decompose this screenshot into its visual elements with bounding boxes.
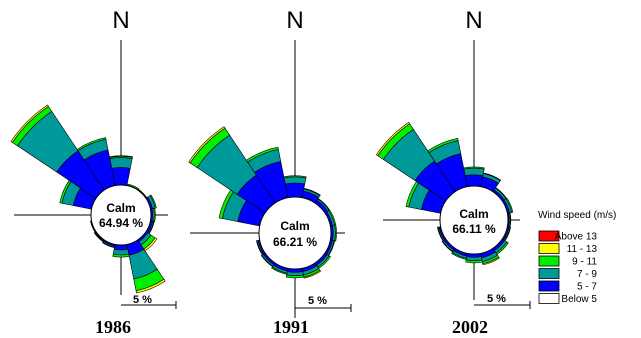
north-label: N (112, 7, 129, 34)
sector-157.5-bin-4 (482, 256, 500, 266)
scale-label: 5 % (308, 295, 327, 307)
sector-0-bin-2 (109, 157, 133, 169)
sector-22.5-bin-3 (126, 183, 139, 191)
calm-value: 66.21 % (273, 235, 317, 249)
sector-157.5-bin-4 (303, 269, 322, 279)
sector-337.5-bin-3 (427, 137, 459, 154)
sector-315-bin-4 (375, 121, 411, 157)
sector-90-bin-3 (334, 224, 337, 242)
legend-label: 7 - 9 (577, 269, 597, 280)
scale-label: 5 % (487, 293, 506, 305)
legend-title: Wind speed (m/s) (538, 210, 616, 221)
sector-225-bin-3 (441, 240, 454, 253)
calm-value: 66.11 % (452, 222, 496, 236)
scale-bar: 5 % (295, 295, 352, 312)
sector-247.5-bin-3 (437, 226, 444, 242)
wind-rose-1: N Calm 64.94 % 5 % 1986 (10, 7, 177, 337)
legend-swatch (538, 268, 560, 279)
sector-0-bin-2 (283, 176, 307, 185)
sector-225-bin-3 (93, 232, 104, 243)
wind-rose-2: N Calm 66.21 % 5 % 1991 (188, 7, 352, 337)
sector-157.5-bin-4 (135, 278, 166, 294)
north-label: N (286, 7, 303, 34)
year-label: 1986 (95, 317, 131, 337)
calm-label: Calm (459, 207, 488, 221)
legend-swatch (538, 243, 560, 254)
sector-202.5-bin-3 (102, 241, 115, 249)
calm-circle (439, 185, 509, 255)
scale-label: 5 % (133, 294, 152, 306)
wind-rose-3-sectors (375, 121, 514, 266)
sector-22.5-bin-3 (303, 187, 321, 197)
year-label: 2002 (452, 317, 488, 337)
sector-0-bin-5 (109, 155, 133, 158)
sector-22.5-bin-3 (482, 172, 502, 181)
legend-swatch (538, 280, 560, 292)
legend-label: 11 - 13 (567, 244, 598, 255)
legend-swatch (538, 230, 560, 242)
wind-rose-3: N Calm 66.11 % 5 % 2002 (375, 7, 531, 337)
wind-rose-2-sectors (188, 126, 337, 279)
calm-value: 64.94 % (99, 216, 143, 230)
calm-label: Calm (106, 201, 135, 215)
sector-0-bin-3 (283, 175, 307, 179)
sector-180-bin-3 (465, 259, 483, 264)
sector-202.5-bin-3 (271, 266, 288, 275)
year-label: 1991 (273, 317, 309, 337)
sector-180-bin-3 (112, 253, 130, 258)
legend-label: Above 13 (555, 232, 598, 243)
sector-0-bin-3 (463, 166, 485, 170)
sector-67.5-bin-3 (505, 197, 514, 213)
legend-label: 5 - 7 (577, 282, 597, 293)
sector-0-bin-1 (284, 182, 306, 199)
legend-swatch (538, 255, 560, 267)
north-label: N (465, 7, 482, 34)
sector-0-bin-2 (463, 167, 485, 177)
sector-180-bin-3 (285, 274, 305, 279)
calm-label: Calm (280, 219, 309, 233)
sector-315-bin-4 (10, 104, 49, 143)
sector-247.5-bin-3 (256, 240, 264, 256)
legend-label: 9 - 11 (572, 257, 597, 268)
sector-225-bin-3 (260, 254, 274, 268)
legend-label: Below 5 (561, 294, 597, 305)
sector-337.5-bin-3 (76, 137, 107, 152)
legend-swatch (538, 293, 560, 304)
sector-337.5-bin-3 (245, 146, 279, 163)
scale-bar: 5 % (474, 293, 531, 309)
scale-bar: 5 % (121, 294, 177, 309)
sector-0-bin-1 (464, 174, 484, 188)
sector-315-bin-4 (188, 126, 226, 164)
sector-247.5-bin-2 (90, 220, 97, 233)
sector-202.5-bin-3 (451, 252, 467, 260)
wind-rose-1-sectors (10, 104, 166, 294)
sector-67.5-bin-3 (149, 194, 157, 209)
sector-90-bin-3 (153, 207, 156, 223)
calm-circle (90, 184, 152, 246)
sector-180-bin-2 (112, 248, 130, 256)
calm-circle (258, 196, 332, 270)
